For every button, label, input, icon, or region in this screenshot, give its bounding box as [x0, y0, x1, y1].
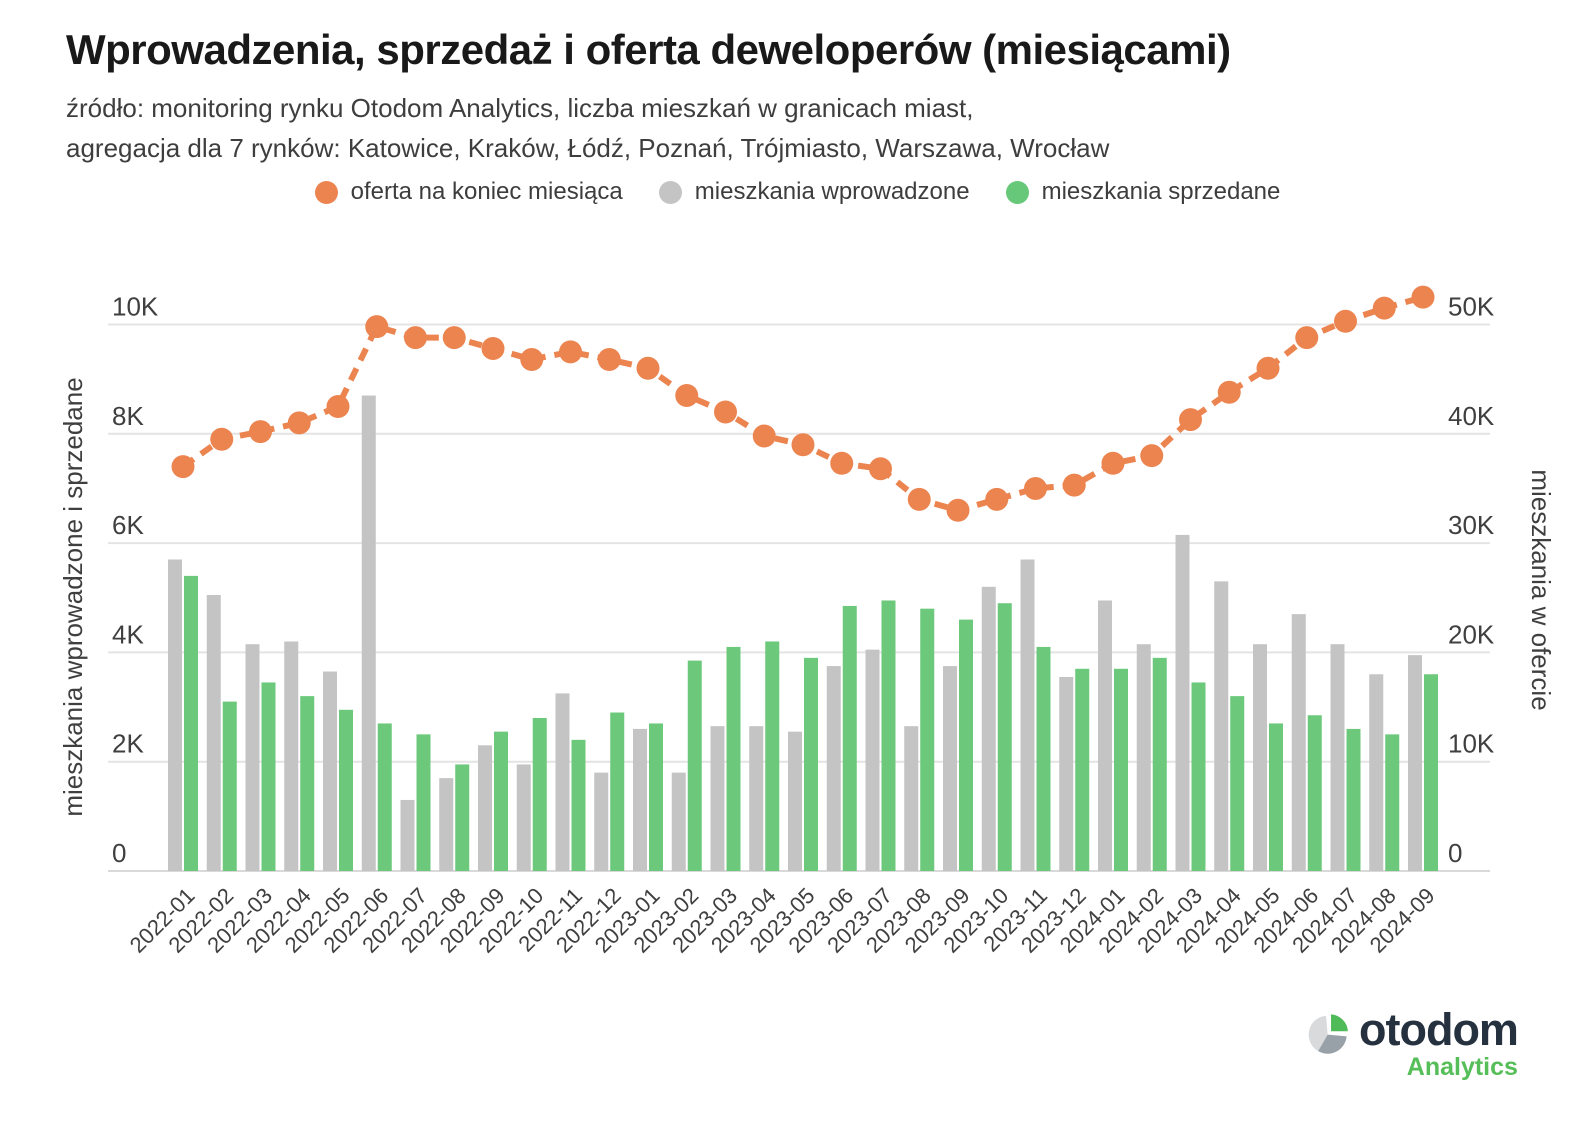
legend-label-introduced: mieszkania wprowadzone	[694, 178, 970, 205]
svg-text:10K: 10K	[112, 292, 159, 322]
pie-chart-logo-icon	[1308, 1013, 1351, 1054]
svg-text:50K: 50K	[1448, 292, 1495, 322]
legend-item-sold: mieszkania sprzedane	[1005, 178, 1281, 206]
legend-label-offer: oferta na koniec miesiąca	[350, 178, 623, 205]
logo-sub: Analytics	[1406, 1053, 1518, 1081]
svg-text:mieszkania w ofercie: mieszkania w ofercie	[1526, 469, 1556, 710]
svg-text:20K: 20K	[1448, 619, 1495, 649]
svg-text:30K: 30K	[1448, 510, 1495, 540]
legend-item-introduced: mieszkania wprowadzone	[658, 178, 970, 206]
page-title: Wprowadzenia, sprzedaż i oferta dewelope…	[66, 26, 1231, 73]
legend-dot-sold-icon	[1005, 180, 1029, 204]
chart-legend: oferta na koniec miesiąca mieszkania wpr…	[0, 178, 1595, 206]
svg-text:6K: 6K	[112, 510, 144, 540]
legend-dot-introduced-icon	[658, 180, 682, 204]
subtitle-line-1: źródło: monitoring rynku Otodom Analytic…	[66, 93, 974, 123]
svg-text:mieszkania wprowadzone i sprze: mieszkania wprowadzone i sprzedane	[58, 377, 88, 816]
svg-text:0: 0	[1448, 838, 1462, 868]
otodom-analytics-logo: otodom Analytics	[1306, 1004, 1519, 1081]
logo-text: otodom Analytics	[1359, 1004, 1519, 1081]
svg-text:2K: 2K	[112, 729, 144, 759]
svg-text:8K: 8K	[112, 401, 144, 431]
legend-label-sold: mieszkania sprzedane	[1041, 178, 1281, 205]
svg-text:4K: 4K	[112, 619, 144, 649]
legend-item-offer: oferta na koniec miesiąca	[314, 178, 623, 206]
subtitle-line-2: agregacja dla 7 rynków: Katowice, Kraków…	[66, 133, 1110, 163]
svg-text:40K: 40K	[1448, 401, 1495, 431]
logo-brand: otodom	[1359, 1004, 1519, 1055]
legend-dot-offer-icon	[314, 180, 338, 204]
svg-text:10K: 10K	[1448, 729, 1495, 759]
chart-subtitle: źródło: monitoring rynku Otodom Analytic…	[66, 88, 1366, 168]
svg-text:0: 0	[112, 838, 126, 868]
